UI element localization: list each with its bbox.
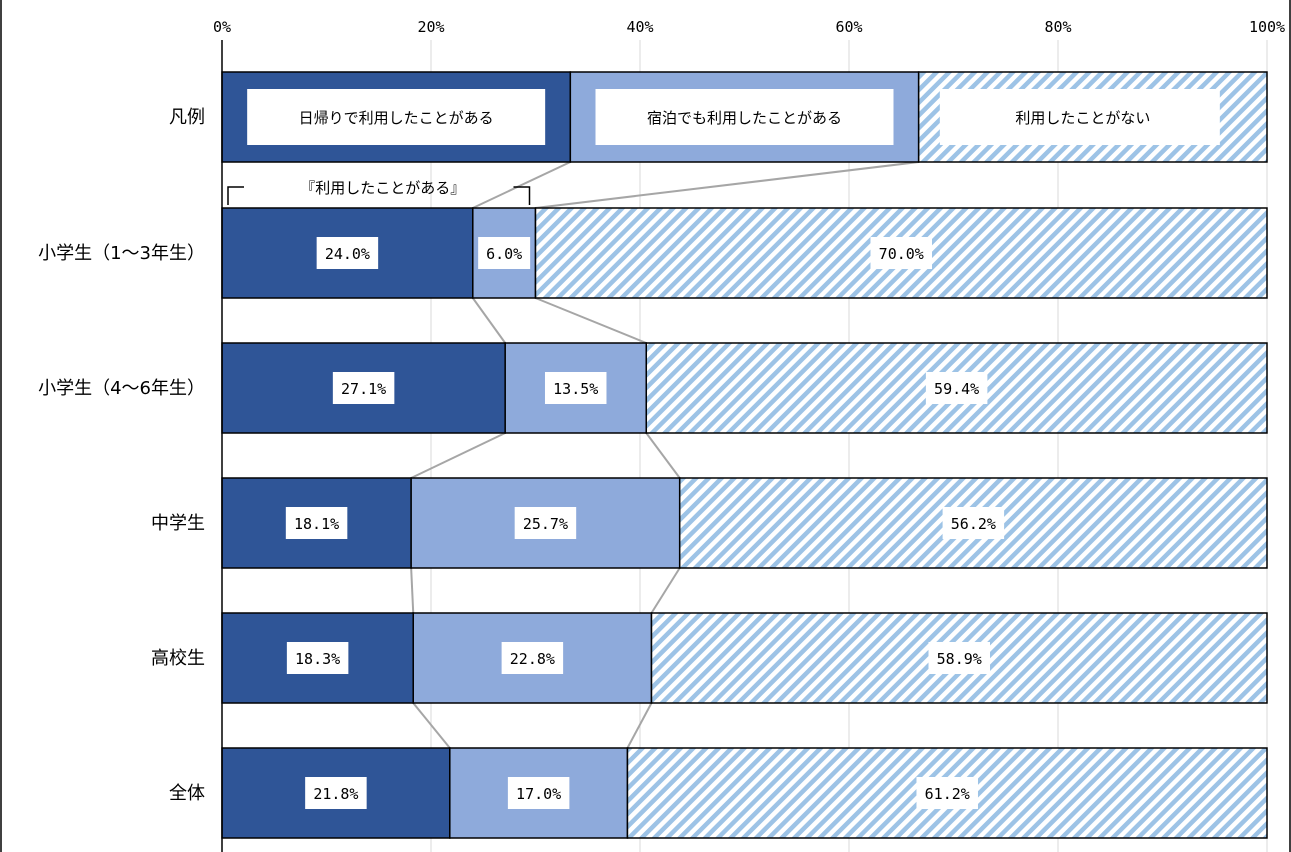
value-label-bg [285,507,348,539]
value-label: 58.9% [937,650,982,668]
grid-lines [430,40,1268,852]
bracket-left [227,186,244,205]
value-label-bg [316,237,379,269]
category-label: 高校生 [151,648,205,669]
category-label: 全体 [169,783,205,804]
x-tick-label: 0% [213,18,231,36]
category-label: 小学生（1～3年生） [38,243,205,264]
value-label: 61.2% [925,785,970,803]
value-label-bg [507,777,570,809]
value-label-bg [916,777,978,809]
value-label-bg [501,642,564,674]
value-label-bg [942,507,1005,539]
connector-line [626,702,653,749]
value-label: 24.0% [325,245,370,263]
x-tick-label: 100% [1249,18,1285,36]
value-label: 18.3% [295,650,340,668]
value-label: 18.1% [294,515,339,533]
legend-row-label: 凡例 [169,107,205,128]
x-axis-ticks: 0% 20% 40% 60% 80% 100% [213,18,1285,36]
category-label: 中学生 [151,513,205,534]
legend-label-bg [247,89,546,145]
category-label: 小学生（4～6年生） [38,378,205,399]
value-label-bg [332,372,395,404]
x-tick-label: 80% [1044,18,1071,36]
legend-item-label: 利用したことがない [1015,109,1150,127]
x-tick-label: 20% [417,18,444,36]
connector-line [471,297,507,344]
connector-line [650,567,681,614]
value-label-bg [544,372,607,404]
value-label-bg [286,642,349,674]
value-label-bg [928,642,990,674]
legend-label-bg [939,89,1220,145]
value-label-bg [478,237,531,269]
value-label: 6.0% [486,245,522,263]
connector-line [412,702,451,749]
value-label: 56.2% [951,515,996,533]
value-label: 17.0% [516,785,561,803]
x-tick-label: 40% [626,18,653,36]
value-label: 13.5% [553,380,598,398]
connector-line [645,432,681,479]
value-label-bg [514,507,577,539]
value-label-bg [305,777,367,809]
legend-label-bg [595,89,894,145]
value-label: 70.0% [879,245,924,263]
x-tick-label: 60% [835,18,862,36]
labels: 凡例 日帰りで利用したことがある 宿泊でも利用したことがある 利用したことがない小学生… [38,89,1220,809]
value-label-bg [870,237,932,269]
connector-line [410,432,506,479]
value-label: 25.7% [523,515,568,533]
value-label: 59.4% [934,380,979,398]
connector-line [472,161,571,209]
value-label: 21.8% [313,785,358,803]
value-label: 27.1% [341,380,386,398]
value-label: 22.8% [510,650,555,668]
connector-line [535,297,647,344]
legend-item-label: 日帰りで利用したことがある [299,109,494,127]
connector-line [410,567,415,614]
connector-line [535,161,919,209]
legend-item-label: 宿泊でも利用したことがある [647,109,842,127]
value-label-bg [925,372,988,404]
connector-lines [410,161,919,749]
bracket-label: 『利用したことがある』 [300,179,465,197]
bracket-right [513,186,531,205]
